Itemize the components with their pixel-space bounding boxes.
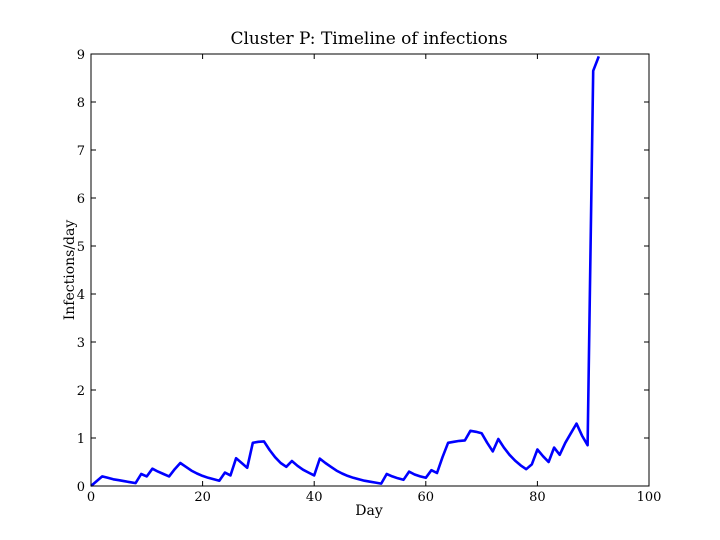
series-line [90,55,601,487]
x-tick-label: 100 [637,490,662,505]
y-tick-label: 3 [77,336,85,351]
series-layer [90,55,601,487]
plot-frame [90,53,650,487]
y-tick-label: 5 [77,240,85,255]
axis-ticks: 0 20 40 60 80 100 0 1 2 3 4 5 6 7 8 9 [77,48,662,505]
y-tick-label: 9 [77,48,85,63]
y-tick-label: 2 [77,384,85,399]
x-tick-label: 60 [418,490,435,505]
x-tick-label: 20 [194,490,211,505]
chart-title: Cluster P: Timeline of infections [230,29,507,49]
x-tick-label: 40 [306,490,323,505]
y-tick-label: 1 [77,432,85,447]
y-tick-label: 6 [77,192,85,207]
x-axis-label: Day [355,503,383,519]
x-tick-label: 0 [87,490,95,505]
y-tick-label: 4 [77,288,85,303]
x-tick-label: 80 [529,490,546,505]
y-axis-label: Infections/day [62,220,78,321]
y-tick-label: 0 [77,480,85,495]
y-tick-label: 8 [77,96,85,111]
y-tick-label: 7 [77,144,85,159]
